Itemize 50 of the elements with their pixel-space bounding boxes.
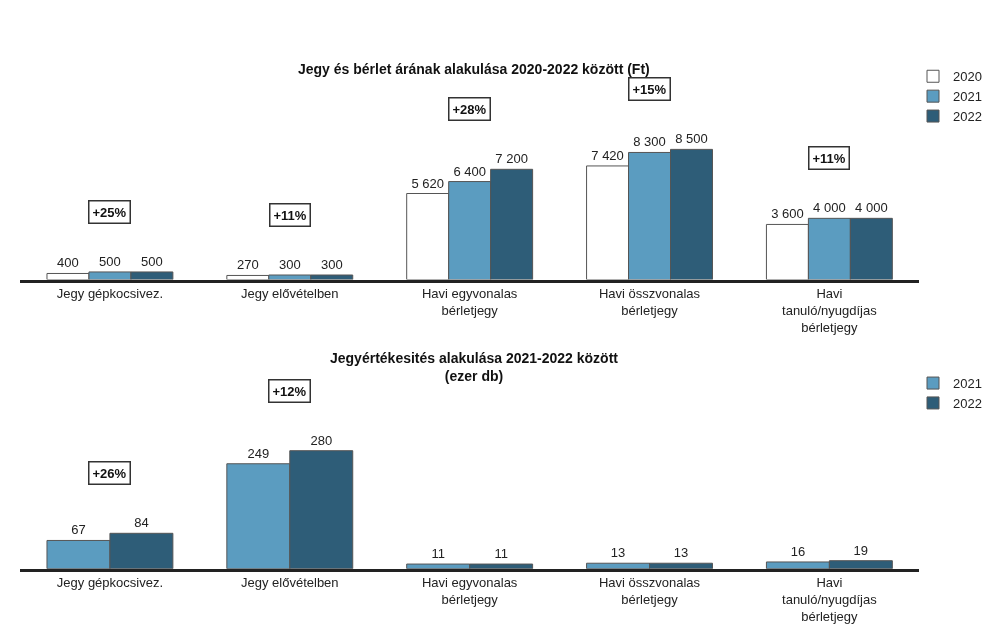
legend-label: 2022	[953, 109, 982, 125]
x-tick-label: Havi összvonalas bérletjegy	[598, 286, 701, 319]
data-label: 84	[134, 515, 149, 531]
text: +15%	[632, 81, 667, 97]
x-tick-label: Jegy gépkocsivez.	[56, 286, 164, 302]
data-label: 280	[310, 432, 333, 448]
x-tick-label: Havi egyvonalas bérletjegy	[421, 286, 518, 319]
legend-label: 2020	[953, 69, 982, 85]
data-label: 67	[71, 522, 86, 538]
text: +28%	[452, 101, 487, 117]
data-label: 3 600	[771, 206, 804, 222]
data-label: 6 400	[453, 163, 486, 179]
data-label: 4 000	[855, 200, 888, 216]
annotation: +11%	[273, 207, 307, 223]
data-label: 7 200	[495, 151, 528, 167]
data-label: 5 620	[411, 175, 444, 191]
x-tick-label: Havi tanuló/nyugdíjas bérletjegy	[782, 286, 878, 335]
annotation: +26%	[92, 465, 127, 481]
data-label: 400	[57, 255, 79, 271]
data-label: 11	[494, 546, 508, 562]
annotation: +25%	[92, 204, 127, 220]
chart-title: Jegyértékesités alakulása 2021-2022 között	[330, 350, 619, 366]
x-tick-label: Jegy elővételben	[241, 575, 339, 591]
chart-subtitle: (ezer db)	[444, 368, 504, 385]
x-tick-label: Havi összvonalas bérletjegy	[598, 575, 701, 608]
x-tick-label: Jegy gépkocsivez.	[56, 575, 164, 591]
data-label: 19	[853, 542, 869, 558]
legend-label: 2021	[953, 376, 982, 392]
x-tick-label: Havi egyvonalas bérletjegy	[421, 575, 518, 608]
data-label: 249	[247, 445, 270, 461]
data-label: 8 500	[675, 131, 708, 147]
data-label: 11	[431, 546, 445, 562]
legend-label: 2022	[953, 396, 982, 412]
data-label: 500	[141, 253, 163, 269]
data-label: 8 300	[633, 134, 666, 150]
x-tick-label: Jegy elővételben	[241, 286, 339, 302]
text: +12%	[272, 383, 307, 399]
data-label: 7 420	[591, 147, 624, 163]
x-tick-label: Havi tanuló/nyugdíjas bérletjegy	[782, 575, 878, 625]
data-label: 16	[790, 543, 806, 559]
data-label: 300	[278, 257, 301, 272]
data-label: 500	[99, 253, 121, 269]
data-label: 4 000	[813, 200, 846, 216]
data-label: 13	[673, 545, 689, 561]
data-label: 13	[610, 545, 626, 561]
legend-label: 2021	[953, 89, 982, 105]
data-label: 270	[236, 257, 259, 273]
data-label: 300	[320, 257, 343, 272]
chart-title: Jegy és bérlet árának alakulása 2020-2022 között (Ft)	[298, 61, 650, 77]
annotation: +11%	[812, 150, 846, 166]
